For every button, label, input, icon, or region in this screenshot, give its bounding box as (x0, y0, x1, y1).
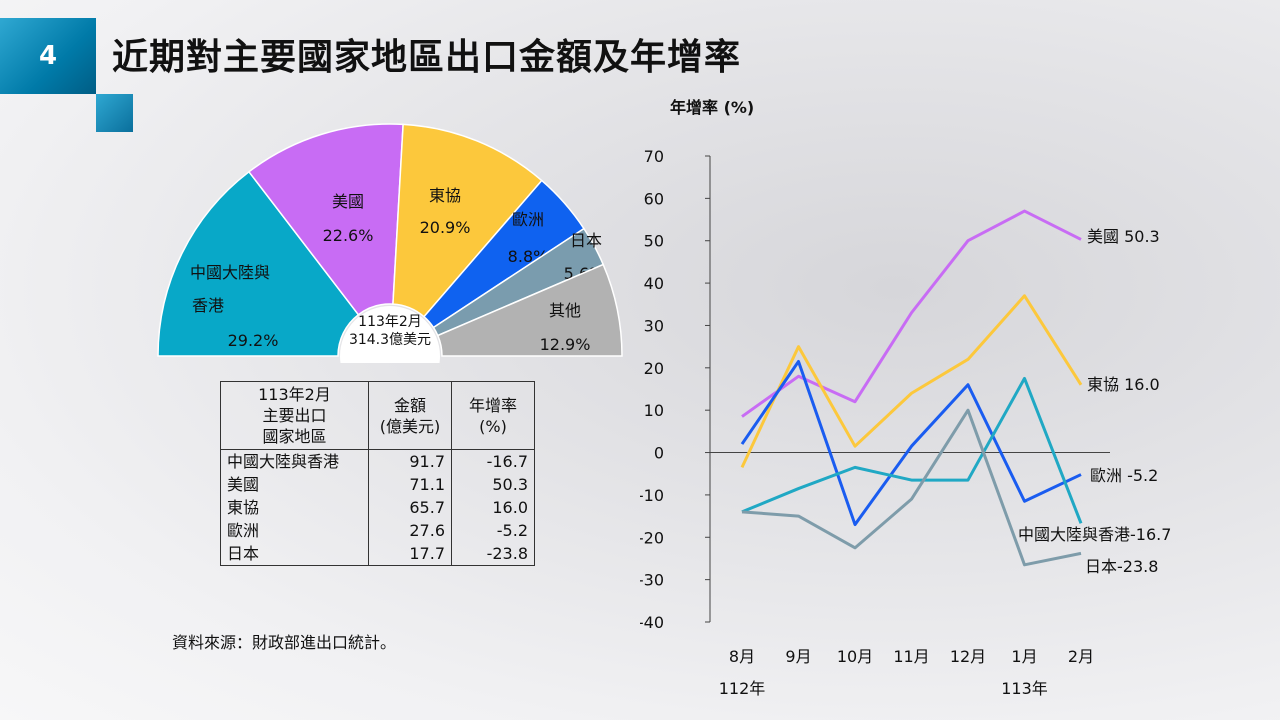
y-tick-label: 20 (644, 359, 664, 378)
row-amount: 27.6 (368, 519, 452, 542)
source-note: 資料來源：財政部進出口統計。 (172, 633, 397, 652)
x-tick-label: 1月 (1011, 647, 1037, 666)
row-name: 歐洲 (220, 519, 369, 542)
header-line: 年增率 (468, 395, 517, 415)
header-line: (億美元) (379, 416, 441, 436)
growth-line-chart: 年增率 (%) 70 60 50 40 30 20 10 0 -10 -20 -30 -40 8月 9月 10… (640, 98, 1171, 698)
header-line: 113年2月 (258, 385, 331, 404)
y-tick-label: 70 (644, 147, 664, 166)
header-line: 國家地區 (262, 427, 327, 446)
row-name: 美國 (220, 473, 369, 496)
pie-slice-label: 東協 (429, 186, 461, 205)
header-line: 主要出口 (262, 406, 327, 425)
x-tick-label: 10月 (837, 647, 873, 666)
table-header-row: 113年2月 主要出口 國家地區 金額 (億美元) 年增率 (%) (220, 381, 535, 450)
decorative-square (96, 94, 133, 132)
half-pie-chart: 中國大陸與香港29.2%美國22.6%東協20.9%歐洲8.8%日本5.6%其他… (157, 123, 623, 363)
y-tick-label: -30 (640, 571, 664, 590)
row-amount: 71.1 (368, 473, 452, 496)
series-end-label: 日本-23.8 (1085, 557, 1158, 576)
pie-slice (436, 263, 623, 357)
pie-center-hole (340, 306, 440, 363)
x-tick-label: 2月 (1068, 647, 1094, 666)
pie-slice-value: 29.2% (228, 331, 279, 350)
pie-slice-label: 中國大陸與 (190, 263, 270, 282)
table-row: 東協 65.7 16.0 (220, 496, 535, 519)
series-line (741, 209, 1082, 418)
row-growth: 16.0 (451, 496, 535, 519)
x-tick-label: 12月 (950, 647, 986, 666)
y-axis-title: 年增率 (%) (670, 98, 754, 117)
table-header-growth: 年增率 (%) (451, 381, 535, 450)
pie-slice (157, 170, 360, 357)
row-growth: -5.2 (451, 519, 535, 542)
header-line: (%) (479, 416, 507, 436)
pie-slice-label: 其他 (549, 301, 581, 320)
row-growth: -16.7 (451, 449, 535, 473)
row-amount: 91.7 (368, 449, 452, 473)
y-tick-label: 30 (644, 316, 664, 335)
table-row: 中國大陸與香港 91.7 -16.7 (220, 449, 535, 473)
series-line (741, 408, 1082, 567)
table-header-region: 113年2月 主要出口 國家地區 (220, 381, 369, 450)
pie-slice (247, 123, 404, 316)
series-line (740, 359, 1082, 527)
pie-slice-label: 日本 (570, 231, 602, 250)
pie-slice (392, 123, 543, 318)
y-tick-label: 50 (644, 232, 664, 251)
pie-slice-label: 歐洲 (512, 210, 544, 229)
table-header-amount: 金額 (億美元) (368, 381, 452, 450)
pie-center-total: 314.3億美元 (349, 332, 431, 348)
pie-center-date: 113年2月 (358, 314, 422, 330)
table-row: 歐洲 27.6 -5.2 (220, 519, 535, 542)
y-tick-label: 10 (644, 401, 664, 420)
pie-slice-value: 20.9% (420, 218, 471, 237)
table-row: 日本 17.7 -23.8 (220, 542, 535, 566)
page-title: 近期對主要國家地區出口金額及年增率 (112, 37, 742, 78)
series-end-label: 中國大陸與香港-16.7 (1018, 525, 1171, 544)
row-amount: 17.7 (368, 542, 452, 566)
table-row: 美國 71.1 50.3 (220, 473, 535, 496)
export-table: 113年2月 主要出口 國家地區 金額 (億美元) 年增率 (%) 中國大陸與香… (220, 381, 535, 566)
x-tick-label: 8月 (729, 647, 755, 666)
series-end-label: 東協 16.0 (1087, 375, 1160, 394)
pie-slice-value: 12.9% (540, 335, 591, 354)
pie-slice-label: 香港 (192, 296, 224, 315)
x-tick-label: 11月 (893, 647, 929, 666)
y-tick-label: 0 (654, 444, 664, 463)
slide-number-badge: 4 (0, 18, 96, 94)
y-tick-label: -40 (640, 613, 664, 632)
y-tick-label: 60 (644, 189, 664, 208)
header-line: 金額 (393, 395, 426, 415)
y-tick-label: -10 (640, 486, 664, 505)
pie-slice-label: 美國 (332, 192, 364, 211)
slide-number: 4 (38, 41, 58, 71)
row-amount: 65.7 (368, 496, 452, 519)
row-name: 東協 (220, 496, 369, 519)
series-end-label: 美國 50.3 (1087, 227, 1160, 246)
series-line (741, 376, 1083, 524)
row-growth: -23.8 (451, 542, 535, 566)
row-name: 日本 (220, 542, 369, 566)
pie-slice-value: 22.6% (323, 226, 374, 245)
series-line (740, 294, 1083, 469)
y-tick-label: 40 (644, 274, 664, 293)
x-year-label: 113年 (1001, 679, 1048, 698)
x-tick-label: 9月 (785, 647, 811, 666)
x-year-label: 112年 (719, 679, 766, 698)
row-name: 中國大陸與香港 (220, 449, 369, 473)
y-tick-label: -20 (640, 528, 664, 547)
series-end-label: 歐洲 -5.2 (1090, 466, 1158, 485)
row-growth: 50.3 (451, 473, 535, 496)
